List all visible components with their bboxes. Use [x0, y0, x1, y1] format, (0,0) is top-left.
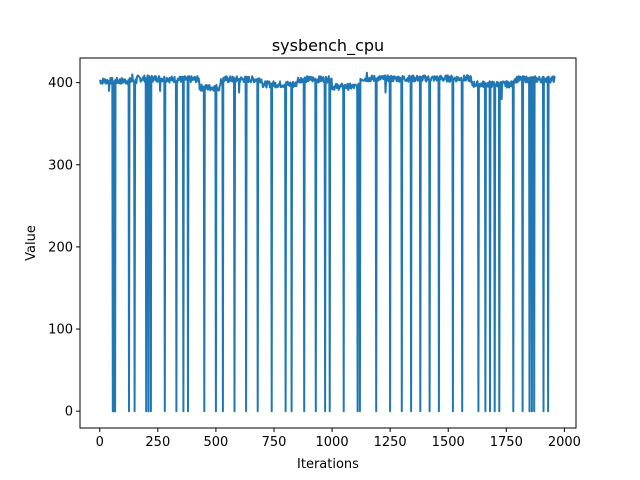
x-tick-label: 0 — [96, 435, 104, 450]
x-tick-label: 1750 — [490, 435, 523, 450]
x-tick-label: 1500 — [432, 435, 465, 450]
y-tick-label: 300 — [48, 158, 73, 173]
x-axis-label: Iterations — [297, 457, 359, 472]
x-tick-label: 500 — [203, 435, 228, 450]
y-tick-label: 0 — [65, 405, 73, 420]
x-tick-label: 750 — [262, 435, 287, 450]
axes-frame — [79, 57, 577, 429]
x-tick-label: 2000 — [548, 435, 581, 450]
y-tick-label: 400 — [48, 76, 73, 91]
y-axis-label: Value — [24, 225, 39, 261]
plot-area — [98, 71, 556, 413]
x-tick-label: 1000 — [316, 435, 349, 450]
x-tick-label: 1250 — [374, 435, 407, 450]
x-axis: 0 250 500 750 1000 1250 1500 1750 2000 — [96, 428, 581, 450]
y-axis: 0 100 200 300 400 — [48, 76, 80, 420]
chart-title: sysbench_cpu — [272, 36, 384, 56]
y-tick-label: 100 — [48, 323, 73, 338]
y-tick-label: 200 — [48, 240, 73, 255]
series-line — [98, 71, 556, 413]
x-tick-label: 250 — [145, 435, 170, 450]
